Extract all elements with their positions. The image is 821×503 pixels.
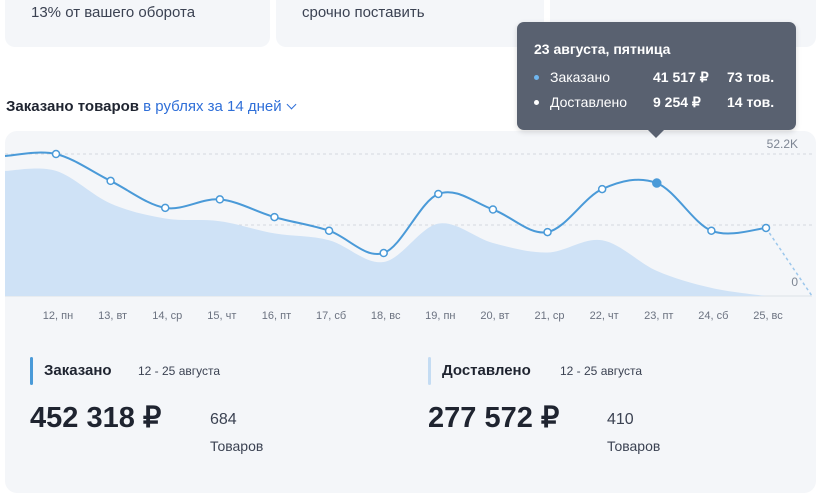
y-tick-label: 52.2K	[767, 137, 798, 151]
legend-dot-icon	[534, 75, 539, 80]
ordered-points-layer	[51, 149, 771, 258]
summary-period: 12 - 25 августа	[138, 364, 221, 378]
ordered-point	[488, 205, 498, 214]
ordered-point	[652, 178, 662, 188]
summary-delivered: Доставлено 12 - 25 августа 277 572 ₽ 410…	[428, 357, 798, 467]
ordered-point	[106, 176, 115, 186]
summary-unit: Товаров	[210, 438, 264, 454]
tooltip-label: Доставлено	[550, 94, 628, 110]
top-card-text: 13% от вашего оборота	[31, 4, 196, 21]
x-tick-label: 19, пн	[425, 310, 455, 322]
x-tick-label: 17, сб	[316, 310, 346, 322]
tooltip-row-delivered: Доставлено	[534, 94, 627, 110]
summary-count: 684	[210, 411, 237, 428]
chart-heading: Заказано товаров в рублях за 14 дней	[6, 98, 297, 115]
tooltip-label: Заказано	[550, 69, 611, 85]
summary-title: Доставлено	[442, 362, 531, 379]
tooltip-row-ordered: Заказано	[534, 69, 610, 85]
summary-title: Заказано	[44, 362, 112, 379]
x-tick-label: 14, ср	[152, 310, 182, 322]
x-tick-label: 13, вт	[98, 310, 127, 322]
ordered-point	[270, 212, 279, 222]
x-tick-label: 23, пт	[644, 310, 673, 322]
x-tick-label: 12, пн	[43, 310, 73, 322]
ordered-point	[160, 203, 170, 213]
x-tick-label: 21, ср	[535, 310, 565, 322]
top-card-text: срочно поставить	[302, 4, 425, 21]
delivered-area-layer	[5, 168, 766, 296]
ordered-line-layer	[4, 151, 813, 297]
summary-color-bar	[30, 357, 33, 385]
summary-color-bar	[428, 357, 431, 385]
ordered-point	[761, 223, 771, 233]
x-tick-label: 22, чт	[590, 310, 619, 322]
x-tick-label: 24, сб	[698, 310, 728, 322]
tooltip-count: 14 тов.	[727, 94, 775, 110]
ordered-point	[215, 195, 225, 204]
top-card-turnover[interactable]: 13% от вашего оборота	[5, 0, 270, 47]
ordered-point	[324, 226, 334, 235]
x-tick-label: 18, вс	[371, 310, 401, 322]
summary-ordered: Заказано 12 - 25 августа 452 318 ₽ 684 Т…	[30, 357, 390, 467]
ordered-point	[379, 248, 388, 258]
x-tick-label: 16, пт	[262, 310, 291, 322]
delivered-area	[5, 168, 766, 296]
x-tick-labels: 12, пн 13, вт 14, ср 15, чт 16, пт 17, сб 18, …	[43, 310, 783, 322]
chart-tooltip: 23 августа, пятница Заказано 41 517 ₽ 73…	[517, 22, 796, 138]
ordered-point	[543, 227, 552, 237]
x-tick-label: 25, вс	[753, 310, 783, 322]
ordered-line	[4, 151, 767, 256]
chart-panel	[5, 131, 816, 493]
tooltip-amount: 9 254 ₽	[653, 94, 701, 110]
ordered-point	[707, 226, 716, 235]
summary-amount: 452 318 ₽	[30, 402, 162, 434]
x-tick-label: 20, вт	[480, 310, 509, 322]
ordered-line-forecast	[765, 227, 813, 297]
y-tick-label: 0	[791, 275, 798, 289]
chart-title: Заказано товаров	[6, 98, 139, 115]
legend-dot-icon	[534, 100, 539, 105]
tooltip-date: 23 августа, пятница	[534, 41, 671, 57]
period-selector[interactable]: в рублях за 14 дней	[143, 98, 297, 115]
y-tick-labels: 52.2K 0	[767, 137, 799, 289]
summary-period: 12 - 25 августа	[560, 364, 643, 378]
summary-amount: 277 572 ₽	[428, 402, 560, 434]
top-card-urgent-supply[interactable]: срочно поставить	[276, 0, 544, 47]
tooltip-count: 73 тов.	[727, 69, 775, 85]
tooltip-amount: 41 517 ₽	[653, 69, 709, 85]
x-tick-label: 15, чт	[207, 310, 236, 322]
summary-count: 410	[607, 411, 634, 428]
ordered-point	[434, 189, 443, 199]
ordered-point	[51, 149, 61, 159]
ordered-point	[597, 184, 607, 194]
summary-unit: Товаров	[607, 438, 661, 454]
period-selector-label: в рублях за 14 дней	[143, 98, 282, 115]
